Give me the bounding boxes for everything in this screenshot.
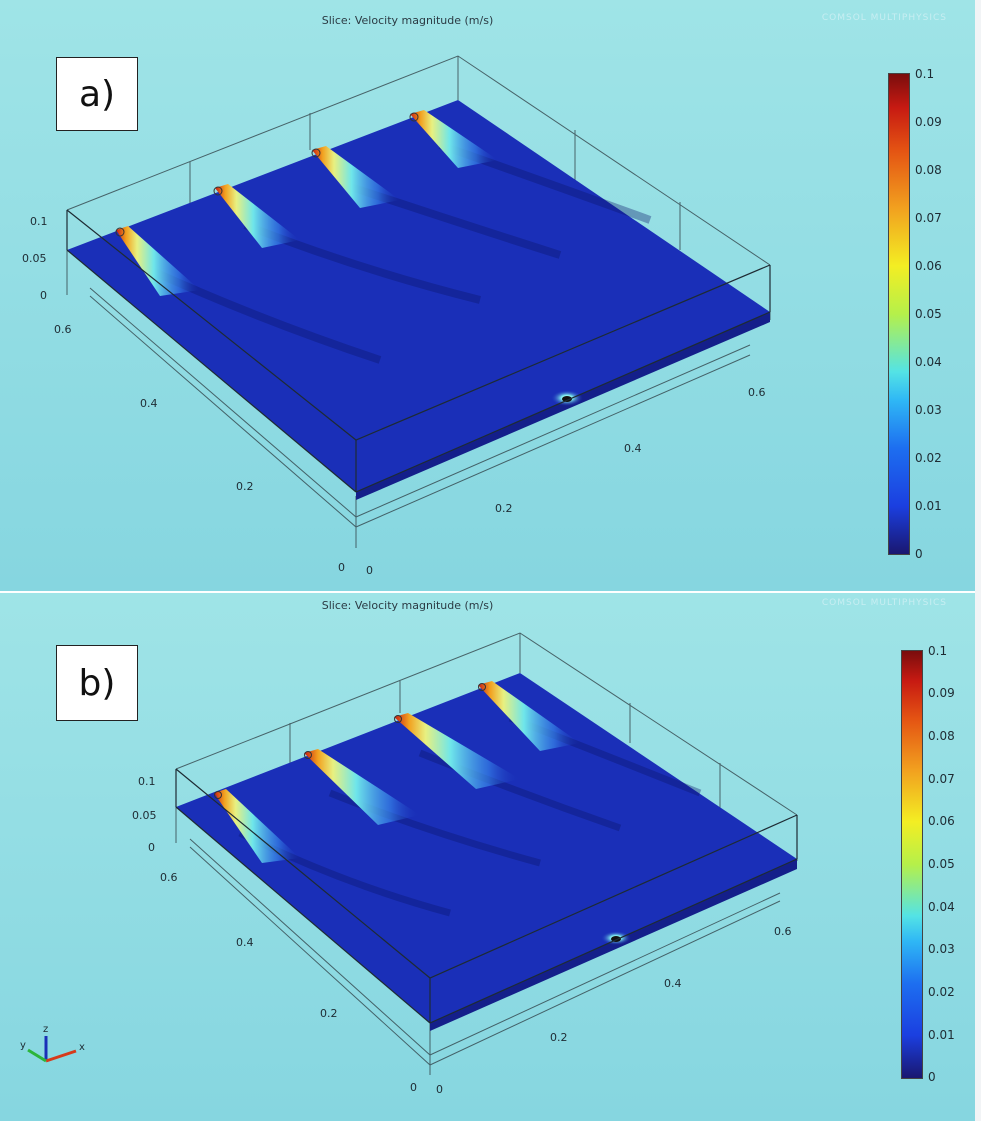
3d-scene[interactable]: 0.1 0.05 0 0.6 0.4 0.2 0 0 0.2 0.4 0.6 (0, 0, 975, 591)
colorbar-tick: 0.04 (915, 355, 942, 369)
colorbar-tick: 0.01 (915, 499, 942, 513)
plot-title: Slice: Velocity magnitude (m/s) (321, 599, 494, 612)
x-tick: 0 (436, 1083, 443, 1096)
x-tick: 0.6 (748, 386, 766, 399)
colorbar-tick: 0.03 (915, 403, 942, 417)
x-tick: 0.2 (550, 1031, 568, 1044)
colorbar (901, 650, 923, 1079)
colorbar-tick: 0.02 (928, 985, 955, 999)
colorbar-tick: 0.04 (928, 900, 955, 914)
colorbar-tick: 0.08 (928, 729, 955, 743)
y-tick: 0.6 (54, 323, 72, 336)
colorbar-tick: 0.02 (915, 451, 942, 465)
x-axis-label: x (79, 1042, 85, 1053)
colorbar-tick: 0.06 (915, 259, 942, 273)
colorbar-tick: 0.09 (915, 115, 942, 129)
jet-plumes (115, 110, 498, 296)
x-tick: 0.4 (664, 977, 682, 990)
y-tick: 0 (410, 1081, 417, 1094)
y-tick: 0.2 (320, 1007, 338, 1020)
colorbar-tick: 0.05 (928, 857, 955, 871)
y-axis-label: y (20, 1040, 26, 1051)
plot-panel-a: Slice: Velocity magnitude (m/s) COMSOL M… (0, 0, 975, 591)
colorbar-tick: 0 (915, 547, 923, 561)
colorbar-tick: 0 (928, 1070, 936, 1084)
z-tick: 0.1 (30, 215, 48, 228)
y-tick: 0.4 (140, 397, 158, 410)
panel-label: a) (56, 57, 138, 131)
colorbar-tick: 0.03 (928, 942, 955, 956)
window-edge (975, 0, 981, 1121)
colorbar-tick: 0.06 (928, 814, 955, 828)
colorbar-tick: 0.08 (915, 163, 942, 177)
bounding-box (175, 632, 798, 1075)
y-tick: 0.4 (236, 936, 254, 949)
colorbar-tick: 0.01 (928, 1028, 955, 1042)
y-tick: 0.2 (236, 480, 254, 493)
x-tick: 0 (366, 564, 373, 577)
colorbar-tick: 0.1 (928, 644, 948, 658)
colorbar-tick: 0.07 (928, 772, 955, 786)
colorbar-tick: 0.07 (915, 211, 942, 225)
x-tick: 0.4 (624, 442, 642, 455)
colorbar-tick: 0.05 (915, 307, 942, 321)
x-tick: 0.2 (495, 502, 513, 515)
x-tick: 0.6 (774, 925, 792, 938)
z-axis-label: z (43, 1024, 48, 1035)
z-tick: 0.1 (138, 775, 156, 788)
colorbar (888, 73, 910, 555)
jet-plumes (214, 681, 580, 863)
colorbar-tick: 0.09 (928, 686, 955, 700)
panel-label: b) (56, 645, 138, 721)
3d-scene[interactable]: 0.1 0.05 0 0.6 0.4 0.2 0 0 0.2 0.4 0.6 (0, 593, 975, 1121)
axis-triad[interactable]: z y x (16, 1016, 96, 1076)
z-tick: 0 (148, 841, 155, 854)
z-tick: 0.05 (22, 252, 47, 265)
y-tick: 0 (338, 561, 345, 574)
velocity-slice (67, 100, 770, 492)
comsol-logo: COMSOL MULTIPHYSICS (821, 13, 947, 23)
z-tick: 0 (40, 289, 47, 302)
z-tick: 0.05 (132, 809, 157, 822)
plot-title: Slice: Velocity magnitude (m/s) (321, 14, 494, 27)
plot-panel-b: Slice: Velocity magnitude (m/s) COMSOL M… (0, 593, 975, 1121)
colorbar-tick: 0.1 (915, 67, 935, 81)
comsol-logo: COMSOL MULTIPHYSICS (821, 598, 947, 608)
y-tick: 0.6 (160, 871, 178, 884)
